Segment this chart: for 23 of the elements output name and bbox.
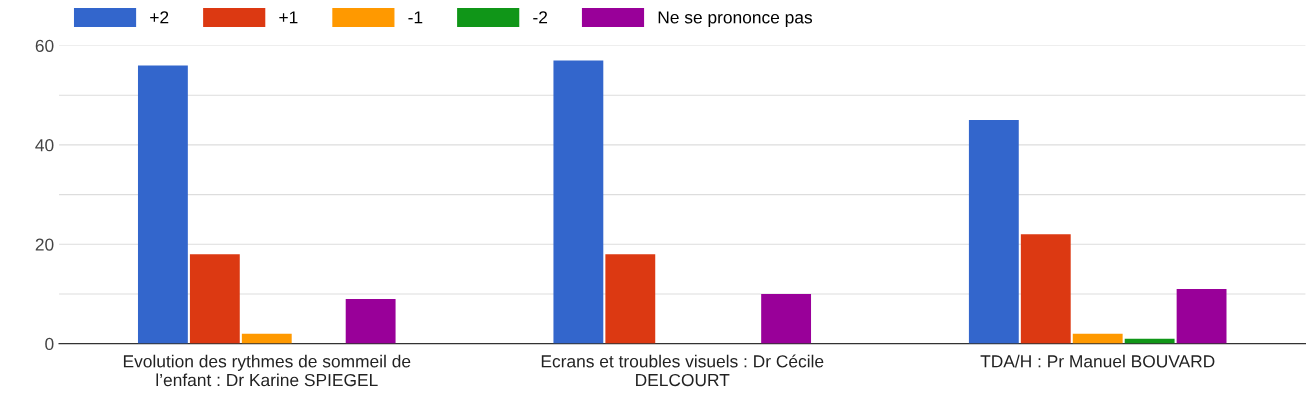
- bar: [605, 254, 656, 344]
- y-tick-label: 60: [35, 39, 54, 52]
- y-tick-label: 40: [35, 139, 54, 152]
- legend-label: -2: [533, 11, 548, 24]
- y-tick-label: 20: [35, 238, 54, 251]
- bar: [1072, 333, 1123, 344]
- x-tick-label: Ecrans et troubles visuels : Dr Cécile DELCOURT: [541, 354, 824, 387]
- bar: [968, 120, 1019, 344]
- legend-label: Ne se prononce pas: [658, 11, 813, 27]
- x-tick-label: Evolution des rythmes de sommeil de l’enfant : Dr Karine SPIEGEL: [123, 354, 411, 387]
- bar: [241, 333, 292, 344]
- bar: [761, 293, 812, 344]
- bar: [553, 60, 604, 344]
- bar: [345, 298, 396, 344]
- bar: [189, 254, 240, 344]
- legend-label: -1: [408, 11, 423, 24]
- legend-label: +2: [150, 11, 169, 24]
- bar: [1020, 234, 1071, 344]
- legend-label: +1: [279, 11, 298, 24]
- x-tick-label: TDA/H : Pr Manuel BOUVARD: [980, 354, 1215, 368]
- bar: [137, 65, 188, 344]
- y-tick-label: 0: [45, 337, 54, 351]
- bar: [1176, 288, 1227, 344]
